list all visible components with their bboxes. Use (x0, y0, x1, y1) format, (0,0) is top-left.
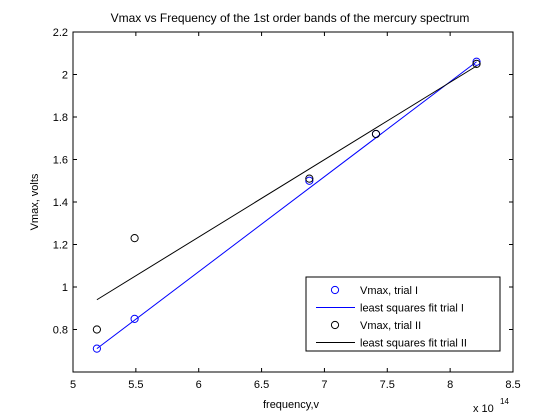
y-tick-label: 0.8 (53, 325, 68, 337)
x-axis-label: frequency,v (263, 399, 320, 411)
data-point-series-2 (305, 174, 314, 183)
x-tick-label: 6.5 (254, 379, 269, 391)
x-axis-multiplier-exponent: 14 (500, 397, 509, 406)
x-tick-label: 5.5 (128, 379, 143, 391)
data-point-series-2 (130, 234, 139, 243)
data-point-series-2 (92, 325, 101, 334)
data-point-series-0 (92, 344, 101, 353)
legend-box (305, 276, 501, 352)
data-point-series-0 (305, 176, 314, 185)
x-tick-label: 8 (447, 379, 453, 391)
x-axis: 5 5.5 6 6.5 7 7.5 8 8.5 (70, 32, 521, 391)
x-tick-label: 6 (196, 379, 202, 391)
legend: Vmax, trial I least squares fit trial I Vm… (305, 276, 501, 352)
legend-label: least squares fit trial I (360, 303, 464, 315)
series-layer (92, 57, 481, 353)
x-tick-label: 8.5 (505, 379, 520, 391)
y-tick-label: 1.2 (53, 240, 68, 252)
x-axis-multiplier: x 10 14 (473, 397, 509, 415)
y-axis: 0.8 1 1.2 1.4 1.6 1.8 2 2.2 (53, 27, 513, 337)
data-point-series-2 (371, 129, 381, 139)
data-point-series-2 (472, 59, 481, 68)
y-tick-label: 1.8 (53, 112, 68, 124)
legend-marker-swatch (330, 285, 340, 295)
legend-label: least squares fit trial II (360, 338, 467, 350)
x-tick-label: 7 (321, 379, 327, 391)
x-axis-multiplier-base: x 10 (473, 403, 494, 415)
y-tick-label: 1 (62, 282, 68, 294)
y-tick-label: 1.6 (53, 155, 68, 167)
legend-label: Vmax, trial I (360, 285, 418, 297)
y-axis-label: Vmax, volts (29, 173, 41, 230)
y-tick-label: 1.4 (53, 197, 68, 209)
x-tick-label: 7.5 (380, 379, 395, 391)
x-tick-label: 5 (70, 379, 76, 391)
fit-line-series-1 (96, 61, 477, 350)
y-tick-label: 2 (62, 70, 68, 82)
chart-title: Vmax vs Frequency of the 1st order bands… (111, 11, 470, 25)
data-point-series-0 (472, 57, 481, 66)
legend-label: Vmax, trial II (360, 320, 421, 332)
y-tick-label: 2.2 (53, 27, 68, 39)
data-point-series-0 (130, 314, 139, 323)
fit-line-series-3 (96, 65, 477, 301)
legend-marker-swatch (330, 320, 340, 330)
